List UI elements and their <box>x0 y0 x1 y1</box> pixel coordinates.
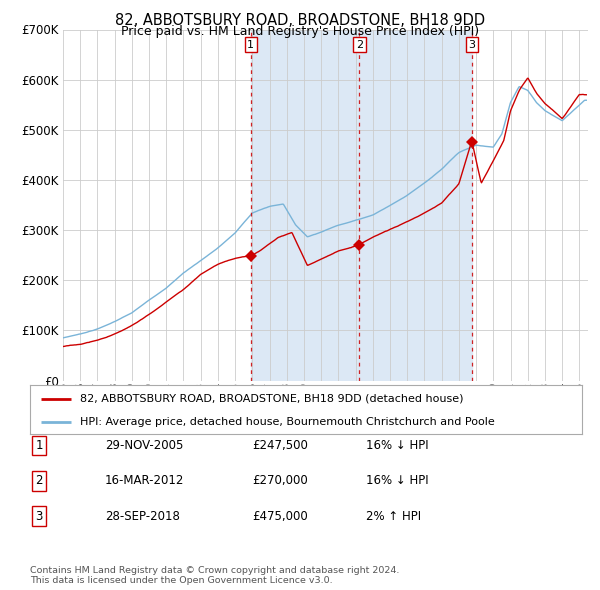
Text: 82, ABBOTSBURY ROAD, BROADSTONE, BH18 9DD: 82, ABBOTSBURY ROAD, BROADSTONE, BH18 9D… <box>115 13 485 28</box>
Text: 16% ↓ HPI: 16% ↓ HPI <box>366 474 428 487</box>
Text: 3: 3 <box>35 510 43 523</box>
Text: 29-NOV-2005: 29-NOV-2005 <box>105 439 184 452</box>
Text: 2: 2 <box>356 40 363 50</box>
Text: 1: 1 <box>35 439 43 452</box>
Text: 82, ABBOTSBURY ROAD, BROADSTONE, BH18 9DD (detached house): 82, ABBOTSBURY ROAD, BROADSTONE, BH18 9D… <box>80 394 463 404</box>
Text: £270,000: £270,000 <box>252 474 308 487</box>
Text: 1: 1 <box>247 40 254 50</box>
Text: 16% ↓ HPI: 16% ↓ HPI <box>366 439 428 452</box>
Text: £247,500: £247,500 <box>252 439 308 452</box>
Text: Price paid vs. HM Land Registry's House Price Index (HPI): Price paid vs. HM Land Registry's House … <box>121 25 479 38</box>
Text: Contains HM Land Registry data © Crown copyright and database right 2024.
This d: Contains HM Land Registry data © Crown c… <box>30 566 400 585</box>
Text: 16-MAR-2012: 16-MAR-2012 <box>105 474 184 487</box>
Text: 3: 3 <box>469 40 475 50</box>
Text: 2: 2 <box>35 474 43 487</box>
Text: 2% ↑ HPI: 2% ↑ HPI <box>366 510 421 523</box>
Text: £475,000: £475,000 <box>252 510 308 523</box>
Bar <box>251 30 472 381</box>
Text: HPI: Average price, detached house, Bournemouth Christchurch and Poole: HPI: Average price, detached house, Bour… <box>80 417 494 427</box>
Text: 28-SEP-2018: 28-SEP-2018 <box>105 510 180 523</box>
